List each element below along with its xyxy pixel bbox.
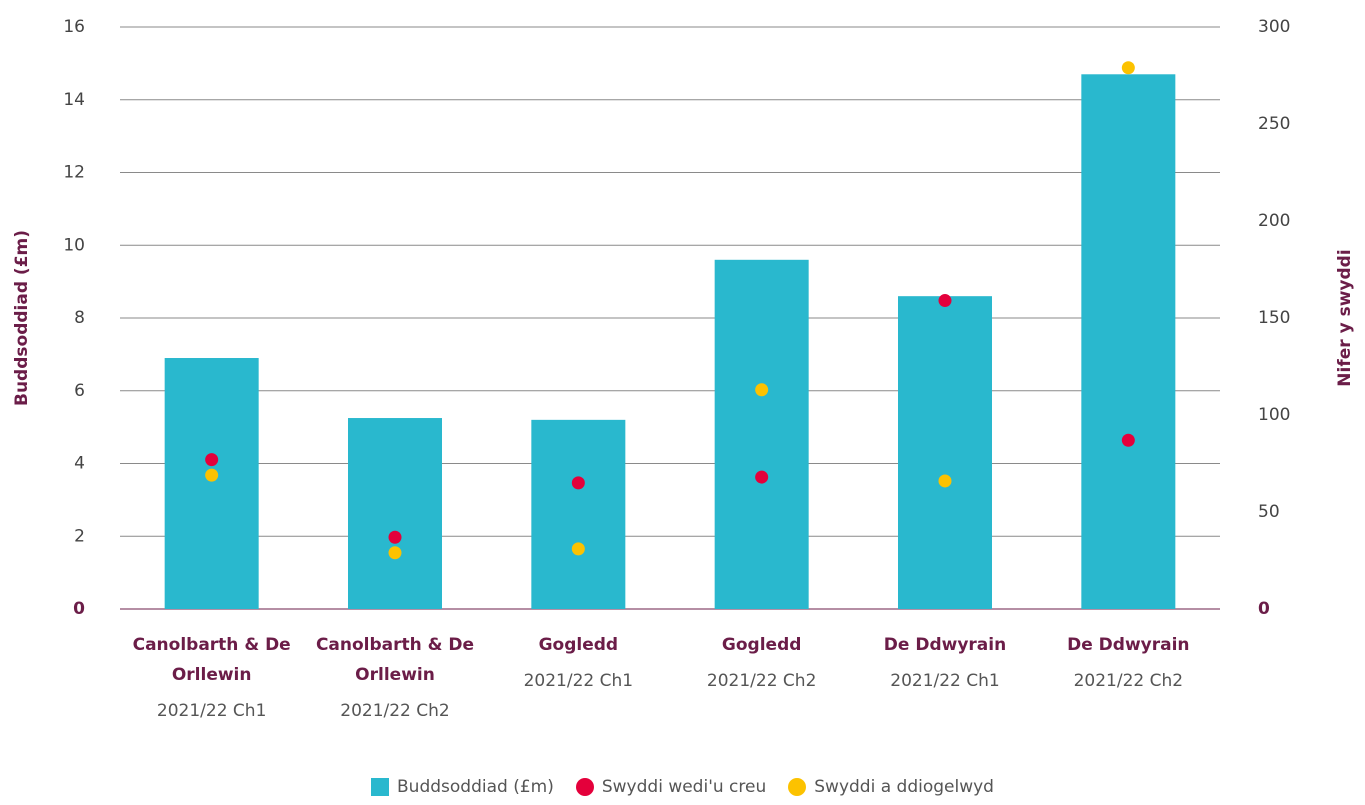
bar [898, 296, 992, 609]
category-region: Gogledd [538, 635, 619, 655]
y-tick-label: 12 [63, 163, 85, 183]
category-region: De Ddwyrain [883, 635, 1007, 655]
legend-item: Swyddi a ddiogelwyd [788, 777, 994, 797]
category-period: 2021/22 Ch2 [706, 671, 817, 691]
dot [571, 542, 585, 556]
x-tick-label: De Ddwyrain 2021/22 Ch1 [860, 630, 1030, 696]
dot [755, 383, 769, 397]
legend-label: Buddsoddiad (£m) [397, 777, 554, 797]
y-tick-label: 0 [73, 599, 85, 619]
dot [388, 546, 402, 560]
x-tick-label: Canolbarth & De Orllewin 2021/22 Ch2 [310, 630, 480, 726]
x-tick-label: Gogledd 2021/22 Ch1 [493, 630, 663, 696]
y2-tick-label: 0 [1258, 599, 1270, 619]
y2-tick-label: 250 [1258, 114, 1290, 134]
dot [388, 530, 402, 544]
dot [205, 453, 219, 467]
legend: Buddsoddiad (£m) Swyddi wedi'u creu Swyddi… [0, 777, 1365, 797]
dot [938, 294, 952, 308]
legend-item: Swyddi wedi'u creu [575, 777, 767, 797]
category-period: 2021/22 Ch2 [1073, 671, 1184, 691]
dot [755, 470, 769, 484]
dot [1121, 61, 1135, 75]
legend-swatch [788, 778, 807, 796]
y2-axis-title: Nifer y swyddi [1335, 249, 1355, 386]
category-period: 2021/22 Ch1 [890, 671, 1000, 691]
bar [348, 418, 442, 609]
y2-tick-label: 200 [1258, 211, 1290, 231]
y-tick-label: 2 [74, 526, 85, 546]
category-period: 2021/22 Ch1 [523, 671, 634, 691]
category-region: De Ddwyrain [1067, 635, 1190, 655]
legend-swatch [371, 778, 390, 796]
x-tick-label: De Ddwyrain 2021/22 Ch2 [1043, 630, 1213, 696]
y-tick-label: 16 [63, 17, 85, 37]
category-period: 2021/22 Ch1 [156, 701, 267, 721]
dot [205, 468, 219, 482]
bar [164, 358, 259, 609]
y-tick-label: 14 [63, 90, 85, 110]
x-tick-label: Canolbarth & De Orllewin 2021/22 Ch1 [127, 630, 297, 726]
y-tick-label: 10 [63, 235, 85, 255]
bar [714, 259, 809, 609]
dot [1121, 433, 1135, 447]
legend-label: Swyddi a ddiogelwyd [814, 777, 994, 797]
y2-tick-label: 150 [1258, 308, 1290, 328]
category-period: 2021/22 Ch2 [340, 701, 450, 721]
y-axis-title: Buddsoddiad (£m) [12, 230, 32, 406]
legend-swatch [575, 778, 594, 796]
category-region: Canolbarth & De Orllewin [132, 635, 291, 685]
y2-tick-label: 50 [1258, 502, 1280, 522]
dot [571, 476, 585, 490]
category-region: Canolbarth & De Orllewin [315, 635, 475, 685]
bar [1081, 74, 1176, 610]
x-tick-label: Gogledd 2021/22 Ch2 [677, 630, 847, 696]
legend-item: Buddsoddiad (£m) [371, 777, 554, 797]
dot [938, 474, 952, 488]
y2-tick-label: 300 [1258, 17, 1290, 37]
y-tick-label: 8 [74, 308, 85, 328]
bar [531, 419, 626, 609]
y-tick-label: 6 [74, 381, 85, 401]
y2-tick-label: 100 [1258, 405, 1290, 425]
legend-label: Swyddi wedi'u creu [601, 777, 767, 797]
category-region: Gogledd [721, 635, 802, 655]
y-tick-label: 4 [74, 454, 85, 474]
